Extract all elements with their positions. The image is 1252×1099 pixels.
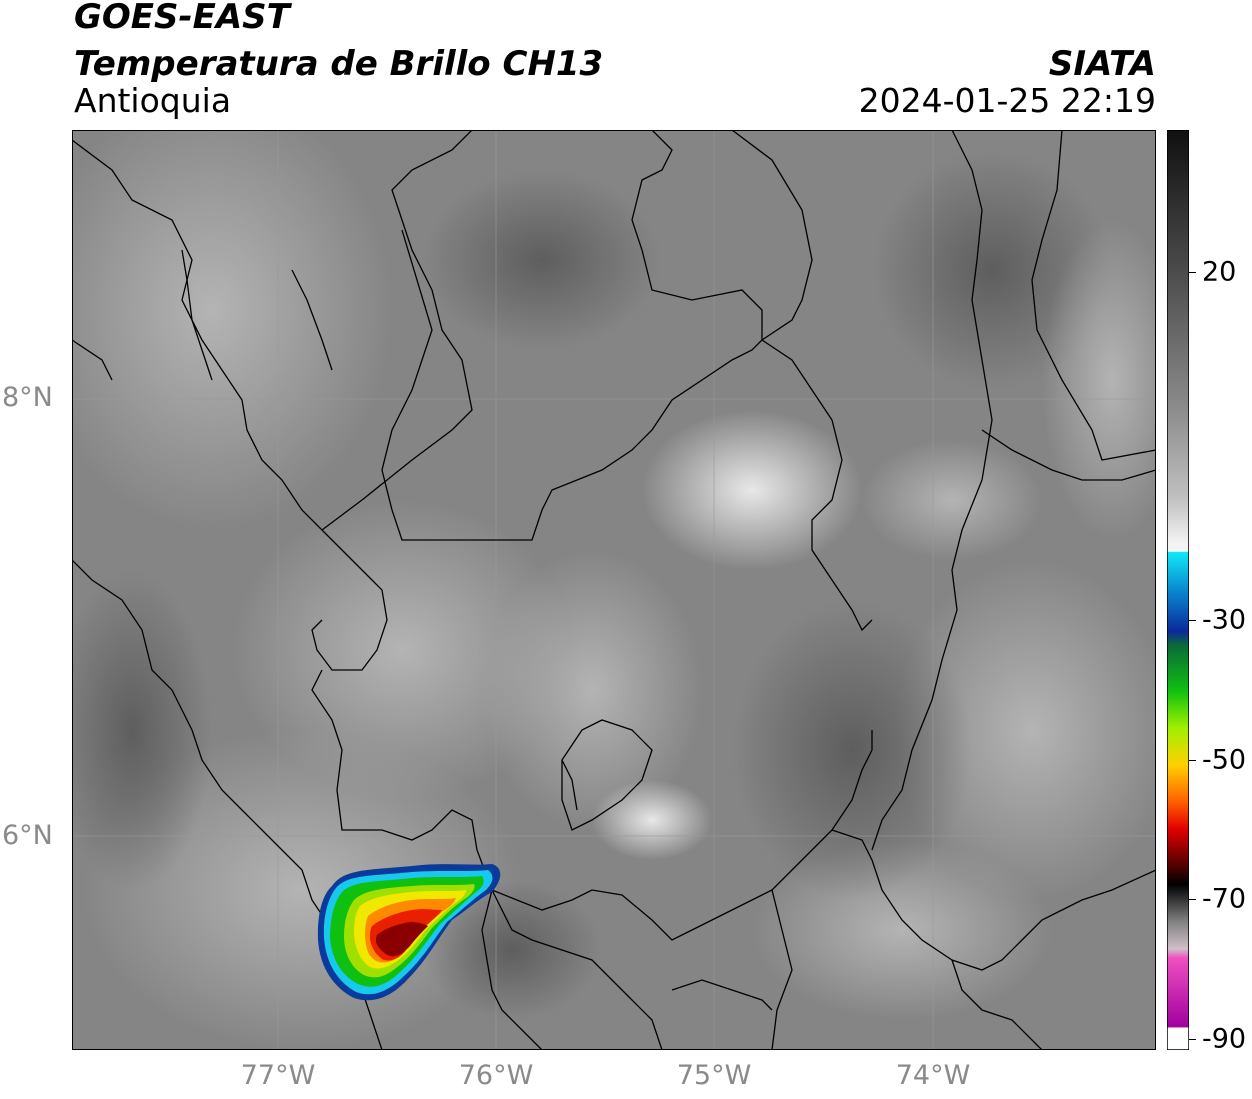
lon-label-77w: 77°W [240, 1060, 316, 1091]
lat-label-8n: 8°N [2, 382, 53, 413]
colorbar-tick-minus50: -50 [1202, 744, 1247, 776]
colorbar-tick-20: 20 [1202, 256, 1237, 288]
satellite-map [72, 130, 1156, 1050]
datetime-label: 2024-01-25 22:19 [858, 81, 1156, 120]
product-title: Temperatura de Brillo CH13 [74, 44, 604, 84]
colorbar-tick-minus70: -70 [1202, 883, 1247, 915]
storm-cell [317, 864, 501, 1001]
lon-label-76w: 76°W [458, 1060, 534, 1091]
colorbar-tick-minus30: -30 [1202, 604, 1247, 636]
colorbar-tick-minus90: -90 [1202, 1023, 1247, 1055]
lat-label-6n: 6°N [2, 820, 53, 851]
satellite-title: GOES-EAST [74, 0, 290, 37]
region-subtitle: Antioquia [74, 81, 232, 120]
colorbar [1167, 130, 1189, 1050]
lon-label-74w: 74°W [895, 1060, 971, 1091]
lon-label-75w: 75°W [676, 1060, 752, 1091]
agency-label: SIATA [1048, 44, 1156, 84]
